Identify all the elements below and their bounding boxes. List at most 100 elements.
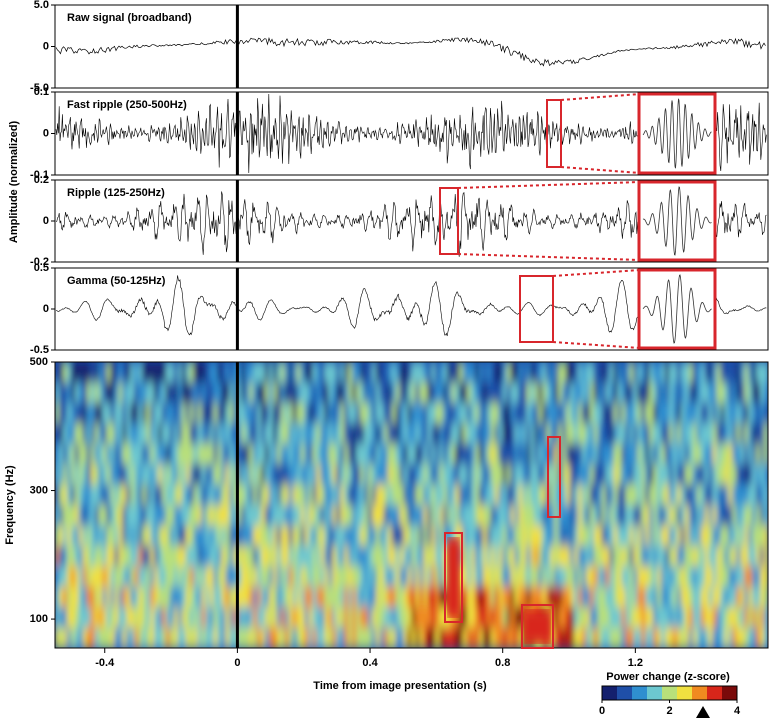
- spectrogram-cell: [633, 464, 638, 486]
- spectrogram-cell: [304, 566, 310, 588]
- spectrogram-cell: [332, 586, 337, 608]
- spectrogram-cell: [462, 362, 468, 383]
- spectrogram-cell: [245, 402, 250, 424]
- spectrogram-cell: [728, 525, 733, 547]
- spectrogram-cell: [470, 545, 476, 567]
- spectrogram-cell: [86, 545, 92, 567]
- spectrogram-cell: [241, 382, 246, 404]
- spectrogram-cell: [744, 627, 749, 648]
- spectrogram-cell: [466, 545, 472, 567]
- spectrogram-cell: [157, 402, 163, 424]
- spectrogram-cell: [395, 627, 401, 648]
- spectrogram-cell: [443, 464, 448, 486]
- y-tick-label: 100: [30, 613, 48, 625]
- spectrogram-cell: [371, 545, 377, 567]
- spectrogram-cell: [494, 382, 500, 404]
- spectrogram-cell: [138, 525, 143, 547]
- spectrogram-cell: [260, 525, 266, 547]
- spectrogram-cell: [173, 464, 179, 486]
- spectrogram-cell: [348, 402, 353, 424]
- spectrogram-cell: [601, 423, 607, 445]
- spectrogram-cell: [276, 464, 282, 486]
- spectrogram-cell: [106, 443, 111, 465]
- spectrogram-cell: [653, 525, 658, 547]
- spectrogram-cell: [514, 423, 519, 445]
- y-tick-label: 0: [43, 127, 49, 139]
- spectrogram-cell: [474, 545, 480, 567]
- spectrogram-cell: [459, 423, 464, 445]
- spectrogram-cell: [352, 443, 357, 465]
- spectrogram-cell: [581, 505, 587, 526]
- zoom-waveform: [642, 98, 712, 169]
- zoom-line: [560, 93, 641, 101]
- spectrogram-cell: [760, 627, 765, 648]
- spectrogram-cell: [209, 525, 214, 547]
- spectrogram-cell: [478, 484, 484, 506]
- spectrogram-cell: [387, 607, 393, 629]
- spectrogram-cell: [534, 423, 539, 445]
- spectrogram-cell: [245, 443, 250, 465]
- spectrogram-cell: [688, 545, 694, 567]
- spectrogram-cell: [470, 505, 476, 526]
- spectrogram-cell: [225, 423, 230, 445]
- spectrogram-cell: [201, 402, 207, 424]
- spectrogram-cell: [280, 607, 286, 629]
- spectrogram-cell: [657, 402, 662, 424]
- spectrogram-cell: [118, 505, 123, 526]
- spectrogram-cell: [542, 484, 547, 506]
- spectrogram-cell: [518, 382, 523, 404]
- spectrogram-cell: [676, 627, 682, 648]
- spectrogram-cell: [518, 443, 523, 465]
- spectrogram-cell: [308, 607, 313, 629]
- spectrogram-cell: [423, 607, 428, 629]
- spectrogram-cell: [268, 484, 274, 506]
- spectrogram-cell: [300, 525, 306, 547]
- spectrogram-cell: [585, 545, 591, 567]
- spectrogram-cell: [482, 443, 488, 465]
- spectrogram-cell: [649, 423, 654, 445]
- spectrogram-cell: [411, 382, 416, 404]
- spectrogram-cell: [645, 484, 650, 506]
- spectrogram-cell: [597, 402, 603, 424]
- spectrogram-cell: [459, 402, 464, 424]
- spectrogram-cell: [538, 382, 543, 404]
- spectrogram-cell: [716, 525, 721, 547]
- spectrogram-cell: [569, 525, 575, 547]
- spectrogram-cell: [66, 464, 72, 486]
- spectrogram-cell: [562, 423, 567, 445]
- spectrogram-cell: [403, 627, 409, 648]
- spectrogram-cell: [629, 586, 634, 608]
- spectrogram-cell: [340, 443, 345, 465]
- spectrogram-cell: [431, 464, 436, 486]
- spectrogram-cell: [102, 566, 107, 588]
- spectrogram-cell: [260, 505, 266, 526]
- spectrogram-cell: [134, 607, 139, 629]
- spectrogram-cell: [490, 627, 496, 648]
- spectrogram-cell: [114, 607, 119, 629]
- spectrogram-cell: [704, 464, 710, 486]
- spectrogram-cell: [585, 402, 591, 424]
- spectrogram-cell: [82, 362, 88, 383]
- spectrogram-cell: [708, 607, 714, 629]
- spectrogram-cell: [546, 566, 551, 588]
- spectrogram-cell: [684, 607, 690, 629]
- spectrogram-cell: [181, 402, 187, 424]
- spectrogram-cell: [423, 443, 428, 465]
- spectrogram-cell: [740, 362, 745, 383]
- spectrogram-cell: [344, 586, 349, 608]
- spectrogram-cell: [562, 505, 567, 526]
- spectrogram-cell: [581, 382, 587, 404]
- spectrogram-cell: [546, 362, 551, 383]
- spectrogram-cell: [415, 382, 420, 404]
- spectrogram-cell: [74, 362, 80, 383]
- spectrogram-cell: [82, 464, 88, 486]
- spectrogram-cell: [280, 545, 286, 567]
- spectrogram-cell: [94, 627, 100, 648]
- spectrogram-cell: [340, 464, 345, 486]
- spectrogram-cell: [161, 525, 167, 547]
- spectrogram-cell: [201, 464, 207, 486]
- spectrogram-cell: [201, 566, 207, 588]
- spectrogram-cell: [470, 586, 476, 608]
- spectrogram-cell: [605, 362, 611, 383]
- spectrogram-cell: [375, 382, 381, 404]
